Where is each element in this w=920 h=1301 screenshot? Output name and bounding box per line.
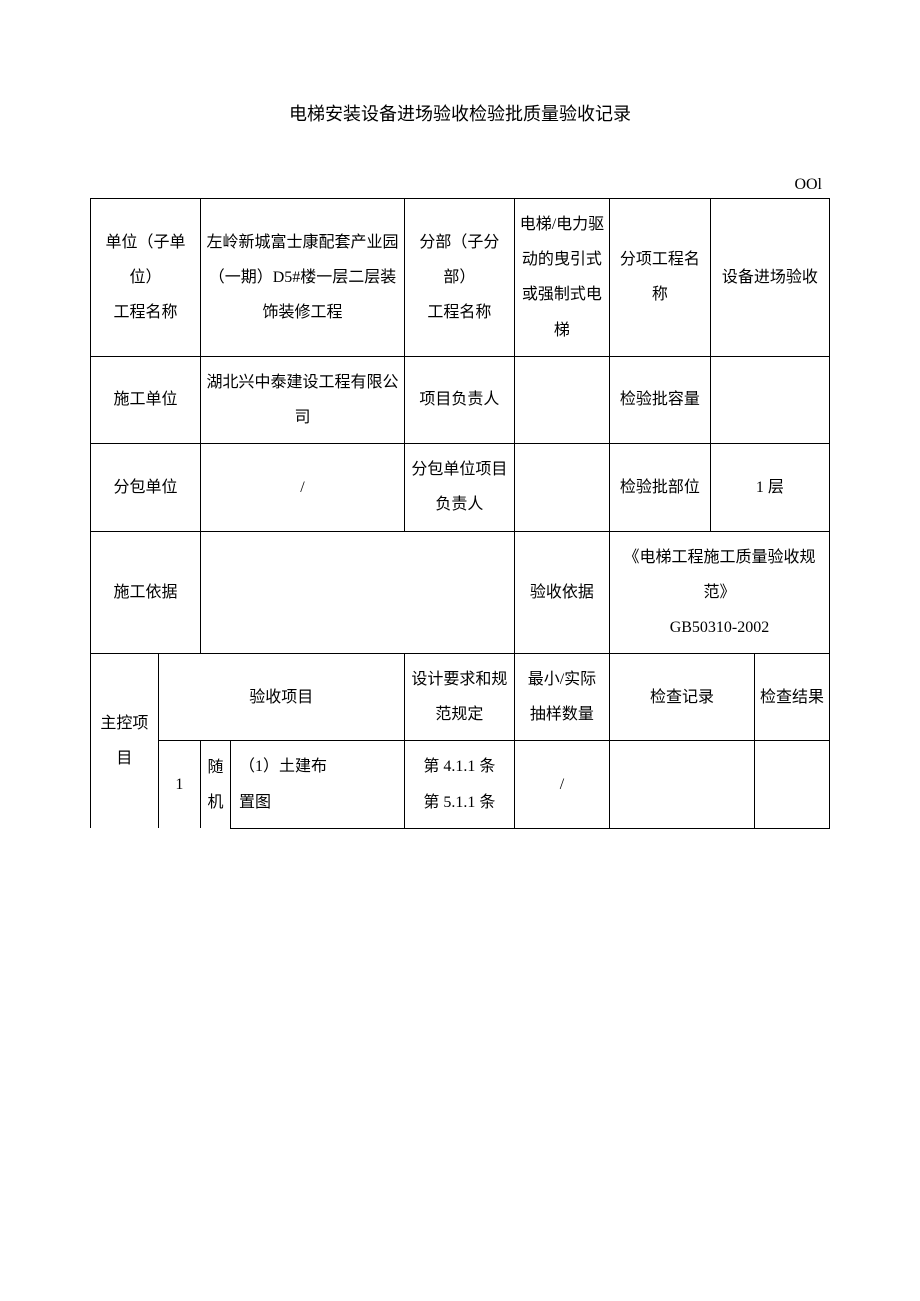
batch-location-label: 检验批部位 — [609, 444, 710, 531]
main-control-label: 主控项目 — [91, 654, 159, 829]
table-row: 主控项目 验收项目 设计要求和规范规定 最小/实际抽样数量 检查记录 检查结果 — [91, 654, 830, 741]
construction-basis-label: 施工依据 — [91, 531, 201, 654]
acceptance-item-header: 验收项目 — [158, 654, 404, 741]
project-manager-label: 项目负责人 — [404, 356, 514, 443]
acceptance-basis-label: 验收依据 — [514, 531, 609, 654]
construction-unit-label: 施工单位 — [91, 356, 201, 443]
document-title: 电梯安装设备进场验收检验批质量验收记录 — [90, 100, 830, 126]
subsection-value: 电梯/电力驱动的曳引式或强制式电梯 — [514, 199, 609, 357]
item-number: 1 — [158, 741, 200, 828]
item-record — [609, 741, 754, 828]
sub-manager-value — [514, 444, 609, 531]
check-result-header: 检查结果 — [755, 654, 830, 741]
construction-basis-value — [201, 531, 515, 654]
unit-project-label: 单位（子单位）工程名称 — [91, 199, 201, 357]
batch-location-value: 1 层 — [710, 444, 829, 531]
item-result — [755, 741, 830, 828]
subitem-value: 设备进场验收 — [710, 199, 829, 357]
table-row: 单位（子单位）工程名称 左岭新城富士康配套产业园（一期）D5#楼一层二层装饰装修… — [91, 199, 830, 357]
inspection-record-table: 单位（子单位）工程名称 左岭新城富士康配套产业园（一期）D5#楼一层二层装饰装修… — [90, 198, 830, 829]
check-record-header: 检查记录 — [609, 654, 754, 741]
subcontractor-value: / — [201, 444, 405, 531]
item-sublabel: 随机 — [201, 741, 231, 828]
document-number: OOl — [90, 176, 830, 194]
table-row: 施工依据 验收依据 《电梯工程施工质量验收规范》GB50310-2002 — [91, 531, 830, 654]
project-manager-value — [514, 356, 609, 443]
item-design: 第 4.1.1 条第 5.1.1 条 — [404, 741, 514, 828]
sample-qty-header: 最小/实际抽样数量 — [514, 654, 609, 741]
construction-unit-value: 湖北兴中泰建设工程有限公司 — [201, 356, 405, 443]
design-spec-header: 设计要求和规范规定 — [404, 654, 514, 741]
table-row: 分包单位 / 分包单位项目负责人 检验批部位 1 层 — [91, 444, 830, 531]
batch-capacity-value — [710, 356, 829, 443]
subitem-label: 分项工程名称 — [609, 199, 710, 357]
table-row: 1 随机 （1）土建布置图 第 4.1.1 条第 5.1.1 条 / — [91, 741, 830, 828]
table-row: 施工单位 湖北兴中泰建设工程有限公司 项目负责人 检验批容量 — [91, 356, 830, 443]
subsection-label: 分部（子分部）工程名称 — [404, 199, 514, 357]
item-name: （1）土建布置图 — [231, 741, 405, 828]
subcontractor-label: 分包单位 — [91, 444, 201, 531]
sub-manager-label: 分包单位项目负责人 — [404, 444, 514, 531]
batch-capacity-label: 检验批容量 — [609, 356, 710, 443]
item-sample: / — [514, 741, 609, 828]
unit-project-value: 左岭新城富士康配套产业园（一期）D5#楼一层二层装饰装修工程 — [201, 199, 405, 357]
acceptance-basis-value: 《电梯工程施工质量验收规范》GB50310-2002 — [609, 531, 829, 654]
